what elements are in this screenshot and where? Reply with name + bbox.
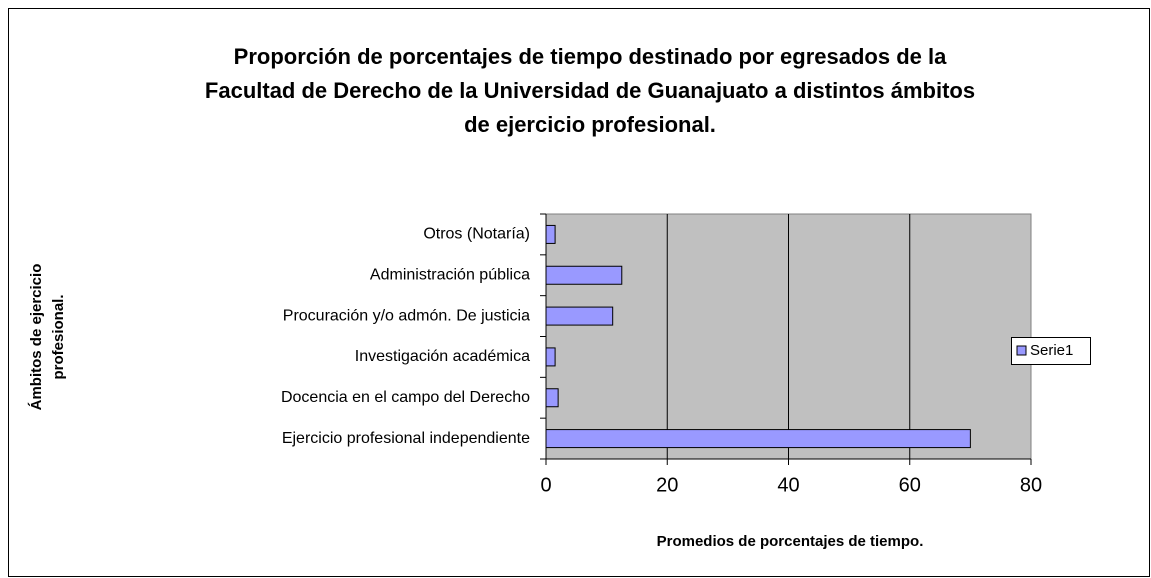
legend-swatch <box>1016 345 1027 356</box>
bar <box>545 388 559 408</box>
x-tick-label: 60 <box>899 474 921 496</box>
chart-title: Facultad de Derecho de la Universidad de… <box>205 78 975 103</box>
y-axis-label: profesional. <box>50 294 67 379</box>
chart-title: Proporción de porcentajes de tiempo dest… <box>234 44 947 69</box>
y-tick-label: Ejercicio profesional independiente <box>282 430 530 447</box>
y-tick-label: Administración pública <box>370 266 530 283</box>
bar <box>545 429 971 449</box>
bar <box>545 306 614 326</box>
x-tick-label: 80 <box>1020 474 1042 496</box>
bar <box>545 265 623 285</box>
y-tick-label: Investigación académica <box>355 348 530 365</box>
legend-label: Serie1 <box>1030 342 1073 359</box>
y-tick-label: Docencia en el campo del Derecho <box>281 389 530 406</box>
x-tick-label: 40 <box>777 474 799 496</box>
x-tick-label: 0 <box>540 474 551 496</box>
bar <box>545 347 556 367</box>
x-tick-label: 20 <box>656 474 678 496</box>
y-axis-label: Ámbitos de ejercicio <box>28 264 45 411</box>
bar <box>545 224 556 244</box>
y-tick-label: Otros (Notaría) <box>423 226 530 243</box>
y-tick-label: Procuración y/o admón. De justicia <box>283 307 530 324</box>
x-axis-label: Promedios de porcentajes de tiempo. <box>657 533 924 550</box>
chart-title: de ejercicio profesional. <box>464 112 716 137</box>
